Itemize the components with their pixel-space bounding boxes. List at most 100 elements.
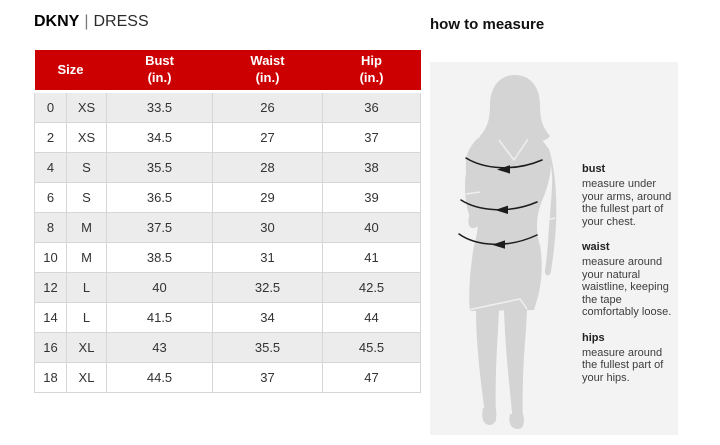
header-bust-label: Bust [145, 53, 174, 69]
table-row: 18 XL 44.5 37 47 [34, 362, 422, 393]
cell-waist: 26 [212, 91, 324, 123]
cell-waist: 29 [212, 182, 324, 213]
header-bust: Bust (in.) [106, 50, 213, 93]
cell-size_alpha: XS [65, 122, 108, 153]
cell-size_num: 4 [34, 152, 67, 183]
bust-heading: bust [582, 163, 606, 175]
cell-hip: 36 [322, 91, 422, 123]
table-row: 8 M 37.5 30 40 [34, 212, 422, 243]
page-title: DKNY | DRESS [34, 13, 149, 31]
cell-bust: 34.5 [106, 122, 214, 153]
woman-silhouette-figure [458, 75, 557, 429]
header-hip-unit: (in.) [359, 70, 384, 85]
bust-arrow [465, 157, 543, 169]
cell-bust: 33.5 [106, 91, 214, 123]
hip-arrowhead [492, 240, 505, 249]
cell-size_num: 18 [34, 362, 67, 393]
cell-bust: 35.5 [106, 152, 214, 183]
cell-hip: 47 [322, 362, 422, 393]
table-row: 4 S 35.5 28 38 [34, 152, 422, 183]
title-separator: | [84, 13, 89, 30]
table-row: 16 XL 43 35.5 45.5 [34, 332, 422, 363]
header-hip: Hip (in.) [322, 50, 421, 93]
cell-size_alpha: S [65, 182, 108, 213]
cell-hip: 37 [322, 122, 422, 153]
cell-bust: 43 [106, 332, 214, 363]
cell-waist: 37 [212, 362, 324, 393]
size-chart: Size Bust (in.) Waist (in.) Hip (in.) [34, 50, 422, 393]
cell-size_alpha: XL [65, 332, 108, 363]
brand-name: DKNY [34, 13, 80, 30]
cell-hip: 41 [322, 242, 422, 273]
measure-section-title: how to measure [430, 16, 545, 33]
cell-size_alpha: XL [65, 362, 108, 393]
bust-description: measure under your arms, around the full… [582, 178, 672, 228]
cell-size_num: 0 [34, 91, 67, 123]
cell-bust: 44.5 [106, 362, 214, 393]
cell-hip: 44 [322, 302, 422, 333]
category-name: DRESS [93, 13, 149, 30]
cell-size_alpha: XS [65, 91, 108, 123]
cell-waist: 27 [212, 122, 324, 153]
measure-panel: bust measure under your arms, around the… [430, 62, 678, 435]
cell-bust: 41.5 [106, 302, 214, 333]
header-bust-unit: (in.) [147, 70, 172, 85]
cell-size_num: 8 [34, 212, 67, 243]
header-waist-label: Waist [250, 53, 285, 69]
bust-arrowhead [497, 165, 510, 174]
header-waist-unit: (in.) [255, 70, 280, 85]
cell-bust: 38.5 [106, 242, 214, 273]
arrow-heads [492, 165, 510, 249]
cell-hip: 38 [322, 152, 422, 183]
cell-waist: 31 [212, 242, 324, 273]
hips-heading: hips [582, 331, 605, 344]
hips-description: measure around the fullest part of your … [582, 346, 664, 384]
size-table-body: 0 XS 33.5 26 36 2 XS 34.5 27 37 4 S 35.5 28 38 6 S 36.5 29… [34, 91, 422, 393]
table-row: 10 M 38.5 31 41 [34, 242, 422, 273]
cell-hip: 45.5 [322, 332, 422, 363]
cell-waist: 30 [212, 212, 324, 243]
header-hip-label: Hip [361, 53, 382, 69]
waist-description: measure around your natural waistline, k… [582, 256, 672, 318]
cell-hip: 40 [322, 212, 422, 243]
cell-size_alpha: M [65, 212, 108, 243]
waist-arrowhead [495, 205, 508, 214]
table-row: 6 S 36.5 29 39 [34, 182, 422, 213]
size-chart-header: Size Bust (in.) Waist (in.) Hip (in.) [34, 50, 421, 93]
header-row: Size Bust (in.) Waist (in.) Hip (in.) [34, 50, 421, 93]
cell-size_num: 14 [34, 302, 67, 333]
table-row: 2 XS 34.5 27 37 [34, 122, 422, 153]
waist-arrow [460, 199, 538, 211]
measurement-arrows [458, 157, 543, 245]
measure-instructions: bust measure under your arms, around the… [582, 163, 677, 397]
cell-bust: 40 [106, 272, 214, 303]
cell-waist: 32.5 [212, 272, 324, 303]
cell-bust: 37.5 [106, 212, 214, 243]
table-row: 0 XS 33.5 26 36 [34, 91, 422, 123]
cell-waist: 34 [212, 302, 324, 333]
header-size-label: Size [57, 61, 84, 77]
table-row: 14 L 41.5 34 44 [34, 302, 422, 333]
cell-size_alpha: M [65, 242, 108, 273]
hip-arrow [458, 233, 538, 245]
waist-heading: waist [582, 241, 610, 253]
cell-hip: 39 [322, 182, 422, 213]
garment-detail-lines [465, 138, 556, 311]
cell-size_num: 12 [34, 272, 67, 303]
cell-waist: 35.5 [212, 332, 324, 363]
cell-size_num: 2 [34, 122, 67, 153]
cell-hip: 42.5 [322, 272, 422, 303]
cell-size_num: 10 [34, 242, 67, 273]
cell-waist: 28 [212, 152, 324, 183]
cell-size_alpha: L [65, 302, 108, 333]
silhouette-body [465, 75, 557, 429]
size-chart-table: Size Bust (in.) Waist (in.) Hip (in.) [34, 50, 422, 393]
table-row: 12 L 40 32.5 42.5 [34, 272, 422, 303]
cell-size_num: 6 [34, 182, 67, 213]
cell-size_alpha: S [65, 152, 108, 183]
cell-size_num: 16 [34, 332, 67, 363]
cell-bust: 36.5 [106, 182, 214, 213]
cell-size_alpha: L [65, 272, 108, 303]
header-size: Size [34, 50, 107, 93]
